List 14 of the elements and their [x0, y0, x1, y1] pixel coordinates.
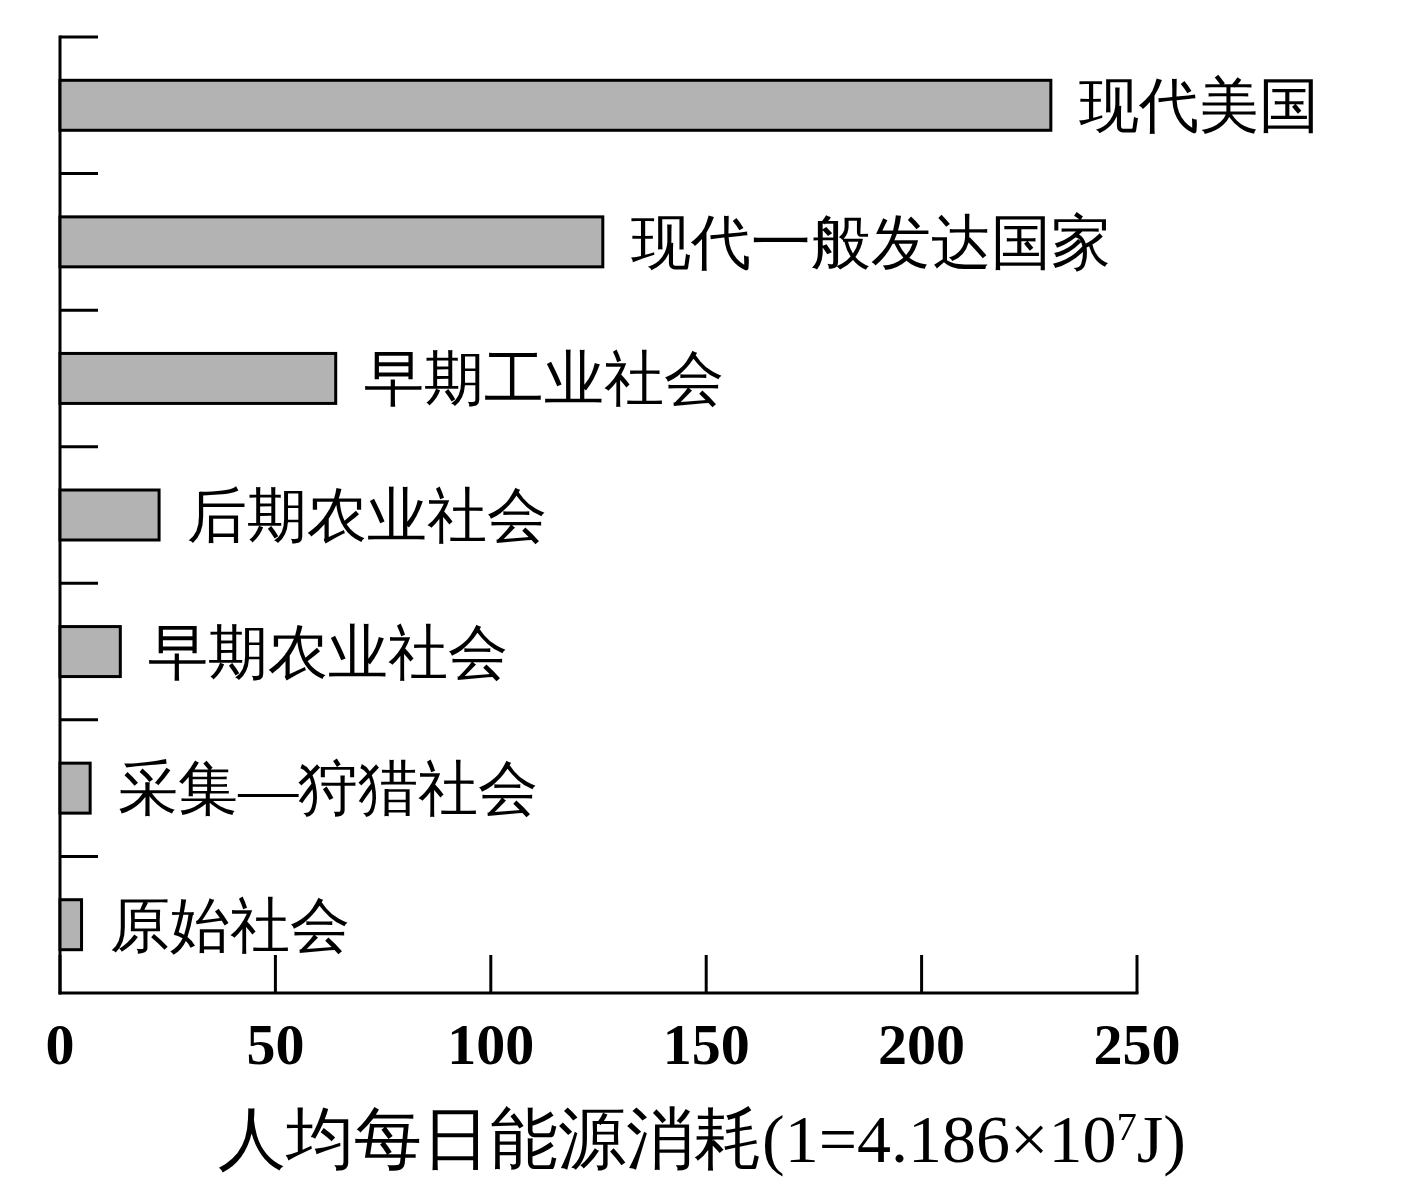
x-tick-label: 50: [246, 1012, 305, 1077]
y-tick-label: 原始社会: [109, 892, 350, 959]
x-tick-label: 100: [447, 1012, 535, 1077]
x-axis-title: 人均每日能源消耗(1=4.186×10$^{7}$J): [218, 1101, 1186, 1177]
y-tick-label: 现代一般发达国家: [630, 209, 1111, 276]
y-tick-label: 后期农业社会: [187, 483, 548, 549]
y-tick-label: 早期农业社会: [148, 619, 509, 686]
y-tick-label: 现代美国: [1078, 73, 1319, 140]
x-tick-label: 250: [1093, 1012, 1181, 1077]
x-tick-label: 150: [662, 1012, 750, 1077]
x-tick-label: 0: [45, 1012, 75, 1077]
y-tick-label: 早期工业社会: [363, 346, 724, 413]
y-tick-label: 采集—狩猎社会: [118, 756, 539, 823]
x-tick-label: 200: [878, 1012, 966, 1077]
